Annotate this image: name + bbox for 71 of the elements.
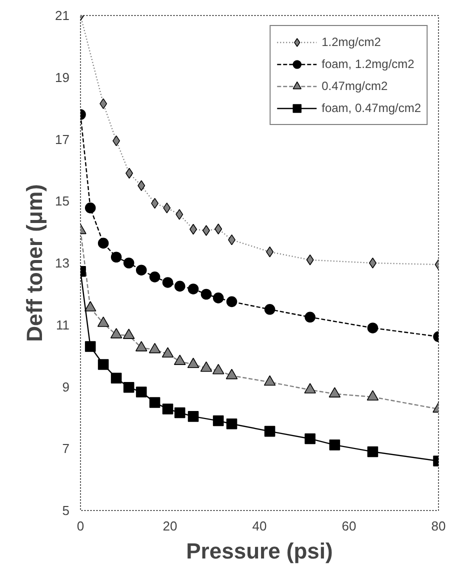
- y-axis-title: Deff toner (μm): [22, 184, 48, 342]
- legend-label: foam, 1.2mg/cm2: [322, 57, 414, 71]
- point: [226, 368, 238, 380]
- point: [163, 202, 171, 214]
- point: [84, 341, 96, 352]
- x-axis-title: Pressure (psi): [186, 538, 333, 564]
- point: [98, 359, 109, 370]
- point: [135, 341, 148, 352]
- point: [304, 312, 316, 323]
- point: [328, 387, 341, 398]
- point: [264, 375, 276, 386]
- point: [174, 280, 186, 292]
- point: [162, 347, 174, 358]
- point: [226, 418, 238, 430]
- point: [304, 383, 316, 394]
- y-tick-label: 11: [56, 317, 70, 332]
- y-tick-label: 7: [62, 441, 70, 456]
- point: [162, 277, 174, 288]
- point: [187, 358, 200, 368]
- point: [214, 224, 222, 234]
- point: [226, 296, 238, 308]
- point: [149, 272, 160, 282]
- y-tick-label: 13: [55, 256, 70, 270]
- x-tick-label: 0: [76, 518, 84, 534]
- x-tick-label: 60: [342, 518, 356, 534]
- point: [176, 209, 184, 220]
- point: [200, 288, 212, 300]
- point: [110, 372, 122, 384]
- point: [84, 301, 96, 312]
- point: [200, 361, 212, 372]
- y-tick-label: 9: [62, 379, 70, 394]
- y-tick-label: 15: [55, 194, 70, 209]
- point: [148, 342, 161, 354]
- point: [212, 292, 224, 304]
- y-tick-label: 21: [55, 8, 70, 23]
- y-tick-label: 5: [62, 503, 70, 518]
- point: [110, 252, 122, 263]
- point: [136, 386, 147, 398]
- point: [367, 446, 378, 458]
- point: [110, 328, 122, 338]
- point: [188, 284, 199, 294]
- point: [84, 202, 96, 214]
- y-tick-label: 17: [55, 132, 70, 147]
- point: [264, 304, 276, 315]
- point: [366, 390, 379, 401]
- point: [212, 364, 224, 374]
- point: [212, 415, 224, 426]
- point: [136, 264, 147, 276]
- y-tick-label: 19: [55, 70, 70, 85]
- point: [149, 397, 160, 408]
- point: [329, 440, 340, 450]
- x-tick-label: 80: [431, 518, 446, 534]
- x-tick-label: 40: [252, 518, 267, 534]
- legend-label: 1.2mg/cm2: [322, 35, 381, 49]
- point: [304, 433, 316, 444]
- point: [123, 382, 134, 393]
- point: [368, 258, 376, 268]
- point: [123, 258, 134, 268]
- point: [97, 316, 110, 327]
- point: [264, 426, 276, 437]
- legend-label: foam, 0.47mg/cm2: [322, 101, 421, 115]
- point: [306, 254, 314, 266]
- legend-label: 0.47mg/cm2: [322, 79, 388, 93]
- point: [174, 407, 186, 418]
- point: [122, 328, 135, 339]
- point: [162, 404, 174, 414]
- point: [367, 322, 378, 334]
- point: [174, 354, 186, 365]
- point: [188, 411, 199, 422]
- point: [98, 238, 109, 249]
- x-tick-label: 20: [162, 518, 178, 534]
